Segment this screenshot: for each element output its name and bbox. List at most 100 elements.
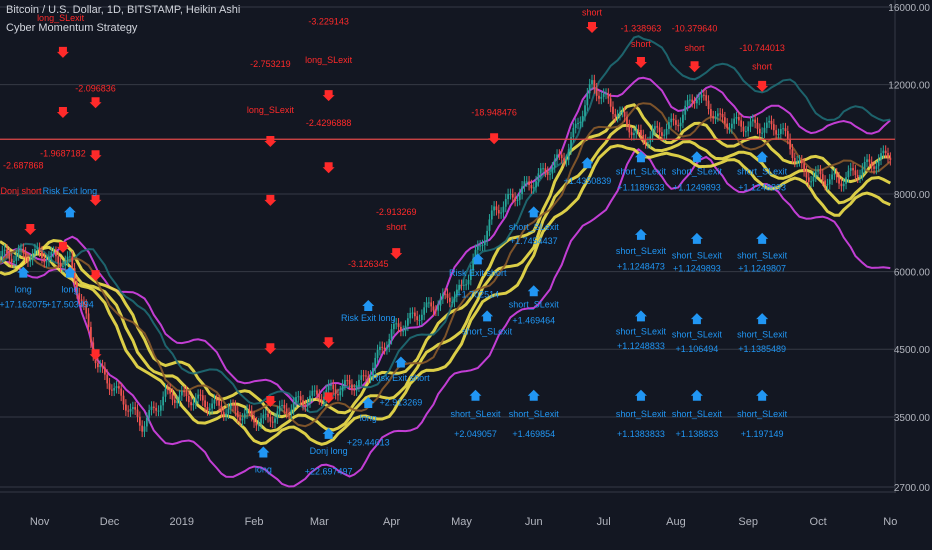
candle-body: [288, 412, 290, 414]
sell-arrow-icon: [322, 392, 335, 404]
candle-body: [483, 240, 486, 246]
candle-body: [164, 388, 167, 397]
buy-arrow-icon: [17, 266, 30, 278]
candle-body: [525, 181, 528, 183]
candle-body: [278, 405, 281, 412]
candle-body: [856, 174, 859, 178]
signal-label: short_SLexit: [616, 409, 667, 419]
candle-body: [45, 261, 48, 263]
signal-label: long_SLexit: [305, 55, 353, 65]
candle-body: [546, 171, 549, 175]
candle-body: [197, 394, 200, 399]
candle-body: [416, 316, 419, 321]
signal-label: short: [582, 8, 603, 18]
candle-body: [758, 128, 761, 134]
candle-body: [698, 97, 701, 100]
candle-body: [682, 114, 684, 123]
sell-arrow-icon: [322, 337, 335, 349]
signal-label: +1.1249893: [673, 183, 721, 193]
candle-body: [835, 173, 838, 178]
signal-label: +2.913269: [379, 398, 422, 408]
signal-label: long: [61, 285, 78, 295]
candle-body: [532, 187, 535, 189]
signal-label: -10.744013: [739, 43, 785, 53]
candle-body: [593, 80, 596, 89]
sell-arrow-icon: [586, 22, 599, 34]
signal-label: +22.697497: [305, 466, 353, 476]
sell-arrow-icon: [89, 150, 102, 162]
candle-body: [469, 270, 472, 280]
candle-body: [413, 312, 416, 317]
candle-body: [880, 153, 882, 160]
signal-labels: long_SLexit -2.687868 Donj short -1.9687182…: [0, 8, 788, 477]
candle-body: [420, 314, 423, 320]
candle-body: [707, 100, 710, 110]
candle-body: [784, 128, 787, 132]
buy-arrow-icon: [63, 206, 76, 218]
signal-label: +1.197149: [741, 429, 784, 439]
candle-body: [99, 365, 102, 368]
price-axis[interactable]: 16000.00 12000.00 8000.00 6000.00 4500.00 350…: [888, 0, 932, 550]
candle-body: [85, 304, 88, 314]
time-axis[interactable]: Nov Dec 2019 Feb Mar Apr May Jun Jul Aug Sep Oct No: [0, 493, 932, 550]
candle-body: [124, 404, 127, 411]
signal-label: short: [386, 222, 407, 232]
candle-body: [677, 124, 680, 127]
x-tick-label: Jul: [597, 516, 611, 528]
buy-arrow-icon: [756, 151, 769, 163]
sell-arrow-icon: [56, 46, 69, 58]
candle-body: [243, 413, 246, 419]
candle-body: [8, 253, 11, 259]
candle-body: [733, 118, 736, 124]
candle-body: [558, 154, 561, 156]
x-tick-label: 2019: [170, 516, 194, 528]
sell-arrow-icon: [89, 270, 102, 282]
candle-body: [241, 418, 244, 421]
signal-label: +1.1248473: [617, 261, 665, 271]
candle-body: [777, 133, 780, 135]
chart-title: Bitcoin / U.S. Dollar, 1D, BITSTAMP, Hei…: [6, 4, 241, 16]
candle-body: [87, 313, 90, 328]
signal-label: short_SLexit: [672, 166, 723, 176]
candle-body: [572, 127, 575, 138]
candle-body: [76, 281, 78, 294]
candle-body: [50, 252, 53, 257]
strategy-name: Cyber Momentum Strategy: [6, 22, 138, 34]
candle-body: [239, 417, 241, 421]
signal-label: short_SLexit: [616, 166, 667, 176]
candle-body: [169, 388, 172, 394]
sell-arrow-icon: [264, 396, 277, 408]
candle-body: [742, 126, 745, 132]
candle-body: [423, 307, 426, 315]
sell-arrow-icon: [688, 61, 701, 73]
signal-label: short_SLexit: [509, 300, 560, 310]
candle-body: [553, 159, 556, 168]
candle-body: [709, 109, 712, 117]
buy-arrow-icon: [481, 310, 494, 322]
x-tick-label: Sep: [738, 516, 758, 528]
signal-label: long: [360, 413, 377, 423]
candle-body: [386, 346, 388, 350]
candle-body: [460, 284, 463, 286]
candle-body: [255, 422, 258, 426]
signal-label: short_SLexit: [672, 409, 723, 419]
candle-body: [621, 111, 624, 113]
candle-body: [542, 168, 544, 170]
candle-body: [672, 118, 675, 121]
candle-body: [824, 180, 826, 185]
indicator-bands: [0, 35, 892, 488]
y-tick-label: 3500.00: [894, 413, 931, 424]
buy-arrow-icon: [322, 427, 335, 439]
candle-body: [488, 219, 491, 231]
candle-body: [852, 168, 854, 171]
candle-body: [810, 181, 812, 183]
candle-body: [134, 407, 137, 410]
candle-body: [285, 408, 288, 413]
sell-arrow-icon: [264, 343, 277, 355]
signal-label: +1.1249807: [738, 264, 786, 274]
candle-body: [521, 186, 523, 195]
candle-body: [10, 258, 13, 263]
sell-arrow-icon: [322, 90, 335, 102]
candle-body: [346, 380, 349, 382]
